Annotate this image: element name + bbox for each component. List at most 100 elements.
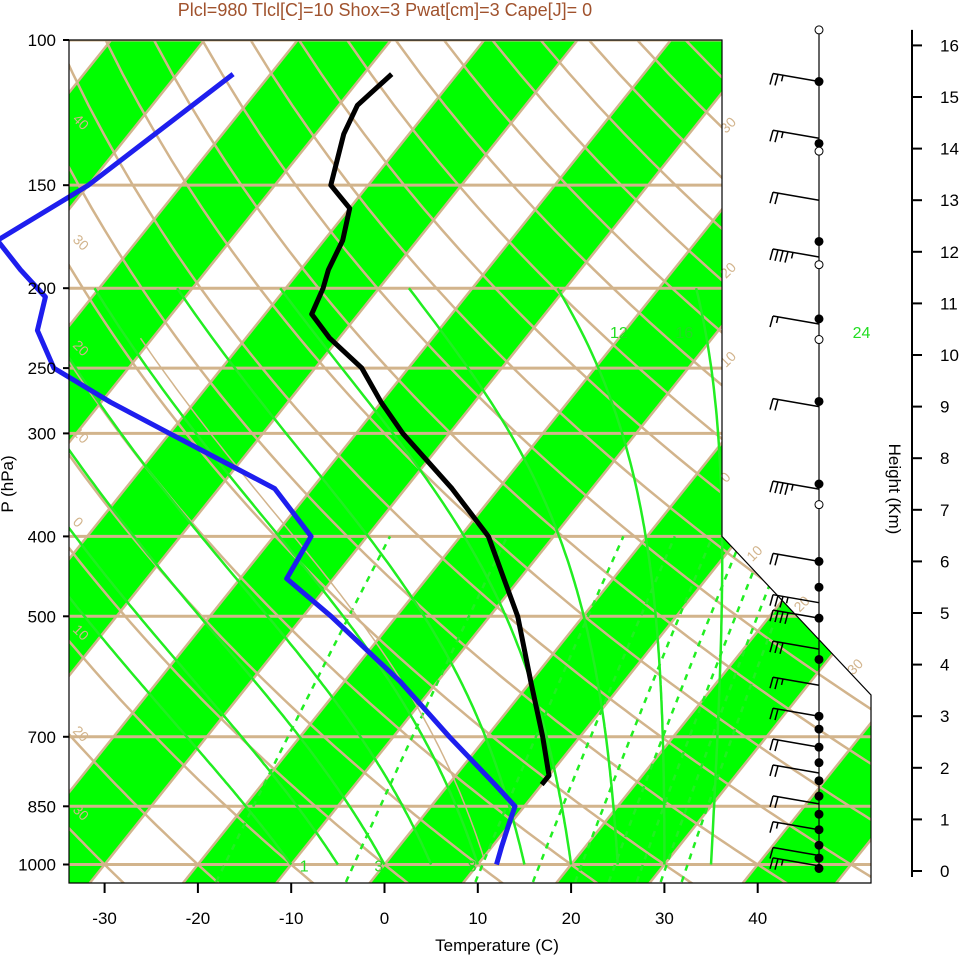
height-tick-label: 9 [940,398,949,417]
dry-adiabat [69,40,716,883]
wind-barb-feather [774,739,779,752]
mixing-ratio-line [635,535,769,883]
height-marker [814,335,824,345]
wind-barb-feather [779,611,784,624]
dry-adiabat [274,40,871,883]
wind-barb-feather [774,708,779,721]
isotherm-label-right: 20 [790,592,812,614]
wind-barb [772,738,820,748]
wind-barb [772,676,820,686]
height-tick-label: 12 [940,243,959,262]
wind-barb-feather [774,481,779,494]
height-axis-title: Height (Km) [885,444,904,535]
isotherm-line [69,40,516,883]
mixing-ratio-label: 16 [675,325,693,342]
wind-barb-half-feather [785,597,789,604]
height-marker [814,853,824,863]
moist-adiabat [69,287,386,866]
mixing-ratio-label: 24 [853,325,871,342]
temperature-axis: -30 -20 -10 0 10 20 30 40 [92,883,767,928]
height-marker [814,314,824,324]
wind-barb [772,857,820,867]
isotherm-line [69,40,609,883]
wind-barb [772,707,820,717]
height-marker [814,138,824,148]
wind-barb-feather [769,857,774,870]
wind-barb-feather [774,796,779,808]
height-tick-label: 11 [940,294,958,313]
isotherm-line [356,40,871,883]
wind-barb [772,552,820,563]
dry-adiabat [227,40,871,883]
wind-barb-feather [779,596,784,608]
isotherm-line [69,40,703,883]
height-marker [814,809,824,819]
height-marker [814,396,824,406]
moist-adiabat [93,287,479,865]
height-tick-label: 1 [940,810,949,829]
wind-barb-feather [774,554,779,566]
wind-barb-feather [769,553,774,565]
wind-barb-feather [774,641,779,654]
y-axis-title: P (hPa) [0,455,17,512]
mixing-ratio-label: 1 [300,859,309,876]
y-tick-label: 200 [28,279,56,298]
dry-adiabat [69,40,333,883]
dry-adiabat [69,40,621,883]
wind-barb-feather [774,130,779,143]
height-tick-label: 7 [940,501,949,520]
adiabat-label: 20 [70,722,92,744]
height-marker [814,654,824,664]
wind-barb-feather [769,315,774,328]
wind-barb [772,609,820,619]
wind-barb-feather [769,708,774,720]
isotherm-line [917,2,961,898]
wind-barb-feather [769,640,774,653]
wind-barb [772,129,820,140]
wind-barb-feather [769,130,774,142]
dry-adiabat [69,40,141,883]
mixing-ratio-line [659,535,790,883]
wind-barb-feather [769,677,774,689]
height-marker [814,479,824,489]
height-tick-label: 0 [940,862,949,881]
x-tick-label: 10 [468,909,487,928]
height-marker [814,582,824,592]
mixing-ratio-line [607,535,744,883]
wind-barb-feather [769,398,774,410]
wind-barb [772,820,820,831]
height-tick-label: 14 [940,140,959,159]
mixing-ratio-label: 8 [468,859,477,876]
dry-adiabat [321,40,871,883]
adiabat-label: 0 [70,514,87,531]
height-tick-label: 8 [940,449,949,468]
mixing-ratio-line [574,535,714,883]
dry-adiabat [0,2,44,898]
x-tick-label: 40 [748,909,767,928]
isotherm-line [69,40,329,883]
y-tick-label: 700 [28,728,56,747]
wind-barb [772,480,820,490]
wind-barb-half-feather [790,252,794,259]
height-tick-label: 4 [940,656,949,675]
isotherm-line [69,40,423,883]
moist-adiabat [407,287,620,865]
height-tick-label: 2 [940,759,949,778]
x-tick-label: -10 [279,909,304,928]
wind-barb-half-feather [775,316,779,324]
height-marker [814,724,824,734]
height-marker [814,500,824,510]
isotherm-band [543,40,871,883]
isotherm-band [917,2,961,898]
dry-adiabat [180,40,871,883]
wind-barb-feather [784,612,789,624]
wind-barb-feather [774,677,779,690]
wind-barb [772,846,820,857]
x-tick-label: 0 [380,909,389,928]
wind-barb [772,397,820,408]
wind-barb-feather [784,483,789,495]
plot-frame [68,39,872,884]
mixing-ratio-label: 12 [610,325,628,342]
wind-barb [772,72,820,83]
isotherm-band [69,40,795,883]
